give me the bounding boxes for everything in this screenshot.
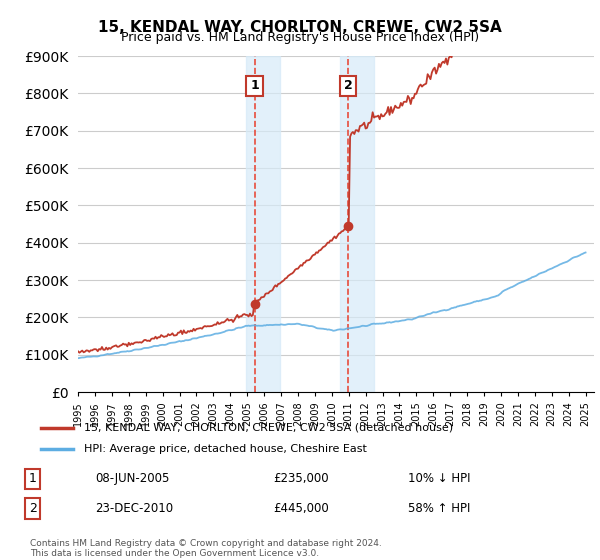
Text: Price paid vs. HM Land Registry's House Price Index (HPI): Price paid vs. HM Land Registry's House … (121, 31, 479, 44)
Text: 1: 1 (250, 80, 259, 92)
Text: 10% ↓ HPI: 10% ↓ HPI (408, 473, 470, 486)
Bar (246, 56, 280, 392)
Text: £235,000: £235,000 (273, 473, 329, 486)
Text: 2: 2 (344, 80, 353, 92)
Text: 1: 1 (29, 473, 37, 486)
Text: HPI: Average price, detached house, Cheshire East: HPI: Average price, detached house, Ches… (84, 444, 367, 454)
Text: 15, KENDAL WAY, CHORLTON, CREWE, CW2 5SA (detached house): 15, KENDAL WAY, CHORLTON, CREWE, CW2 5SA… (84, 423, 453, 433)
Text: 08-JUN-2005: 08-JUN-2005 (95, 473, 169, 486)
Text: £445,000: £445,000 (273, 502, 329, 515)
Bar (340, 56, 374, 392)
Text: Contains HM Land Registry data © Crown copyright and database right 2024.
This d: Contains HM Land Registry data © Crown c… (30, 539, 382, 558)
Text: 2: 2 (29, 502, 37, 515)
Text: 15, KENDAL WAY, CHORLTON, CREWE, CW2 5SA: 15, KENDAL WAY, CHORLTON, CREWE, CW2 5SA (98, 20, 502, 35)
Text: 58% ↑ HPI: 58% ↑ HPI (408, 502, 470, 515)
Text: 23-DEC-2010: 23-DEC-2010 (95, 502, 173, 515)
